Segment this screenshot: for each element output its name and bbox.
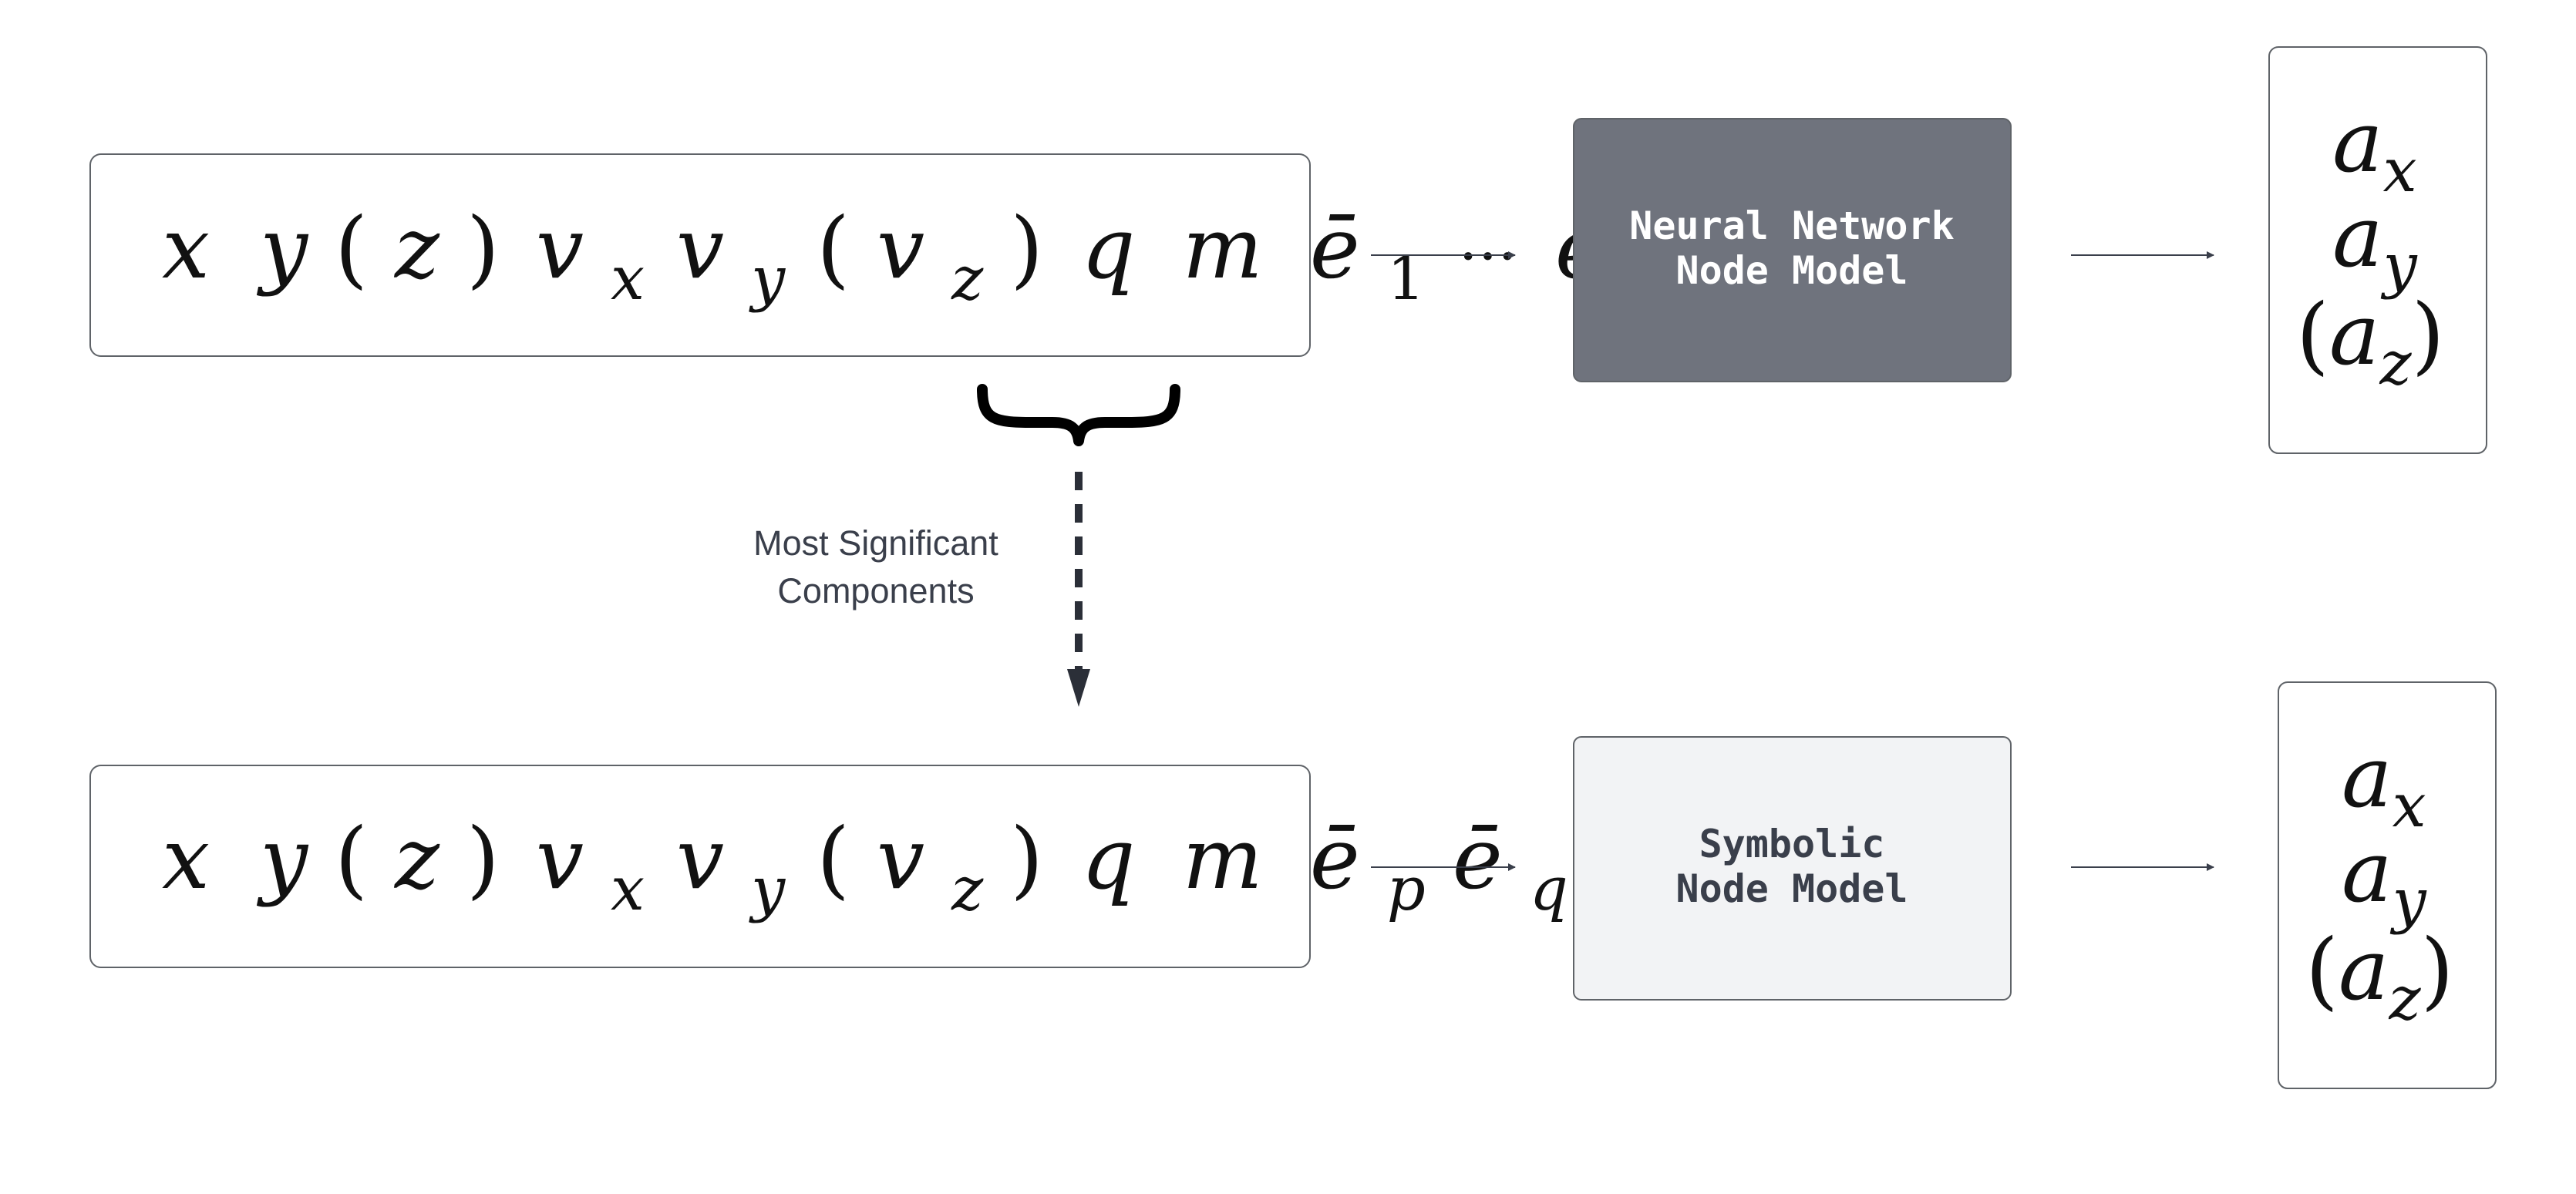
paren-open: ( [817,199,850,298]
sub-p: p [1387,855,1426,924]
paren-open: ( [335,809,368,908]
var-z: z [393,199,440,298]
sub-x: x [611,855,645,924]
ellipsis: ··· [1458,220,1517,292]
var-z: z [393,809,440,908]
nn-model-box [1573,118,2012,382]
paren-close: ) [1010,809,1043,908]
var-v: v [676,809,724,908]
bottom-output-ax: ax [2342,728,2426,841]
bottom-output-ay: ay [2342,822,2427,936]
top-output-ax: ax [2332,92,2417,206]
var-m: m [1183,809,1263,908]
var-v: v [536,199,584,298]
var-v: v [536,809,584,908]
sub-y: y [749,244,786,314]
connector: Most Significant Components [753,384,1180,707]
top-row: x y ( z ) v x v y ( v z ) q m ē 1 ··· ē … [89,46,2487,454]
bottom-input-box [89,765,1311,968]
sub-x: x [611,244,645,314]
var-x: x [162,199,210,298]
var-v: v [877,809,924,908]
var-q: q [1081,199,1135,298]
var-x: x [162,809,210,908]
var-e: ē [1310,199,1360,298]
top-output-ay: ay [2332,187,2418,301]
paren-close: ) [466,809,500,908]
dashed-arrowhead-icon [1067,669,1090,707]
sub-z: z [951,244,984,314]
var-y: y [256,199,309,298]
paren-open: ( [817,809,850,908]
connector-label-line1: Most Significant [753,523,998,563]
sub-q: q [1530,855,1568,924]
bottom-output-az: (az) [2305,920,2454,1034]
var-y: y [256,809,309,908]
paren-close: ) [1010,199,1043,298]
top-output-az: (az) [2296,285,2445,399]
var-m: m [1183,199,1263,298]
nn-model-label-line2: Node Model [1675,248,1908,293]
brace-icon [977,384,1180,446]
var-q: q [1081,809,1135,908]
var-v: v [676,199,724,298]
connector-label-line2: Components [777,571,974,610]
bottom-row: x y ( z ) v x v y ( v z ) q m ē p ē q ( … [89,681,2497,1089]
symbolic-model-label-line2: Node Model [1675,866,1908,911]
sub-z: z [951,855,984,924]
var-e: ē [1310,809,1360,908]
paren-close: ) [466,199,500,298]
symbolic-model-box [1573,736,2012,1001]
var-v: v [877,199,924,298]
sub-y: y [749,855,786,924]
bottom-output-box [2278,681,2497,1089]
nn-model-label-line1: Neural Network [1629,203,1954,248]
symbolic-model-label-line1: Symbolic [1699,822,1885,866]
paren-open: ( [335,199,368,298]
top-input-box [89,153,1311,357]
top-output-box [2268,46,2487,454]
var-e: ē [1453,809,1503,908]
